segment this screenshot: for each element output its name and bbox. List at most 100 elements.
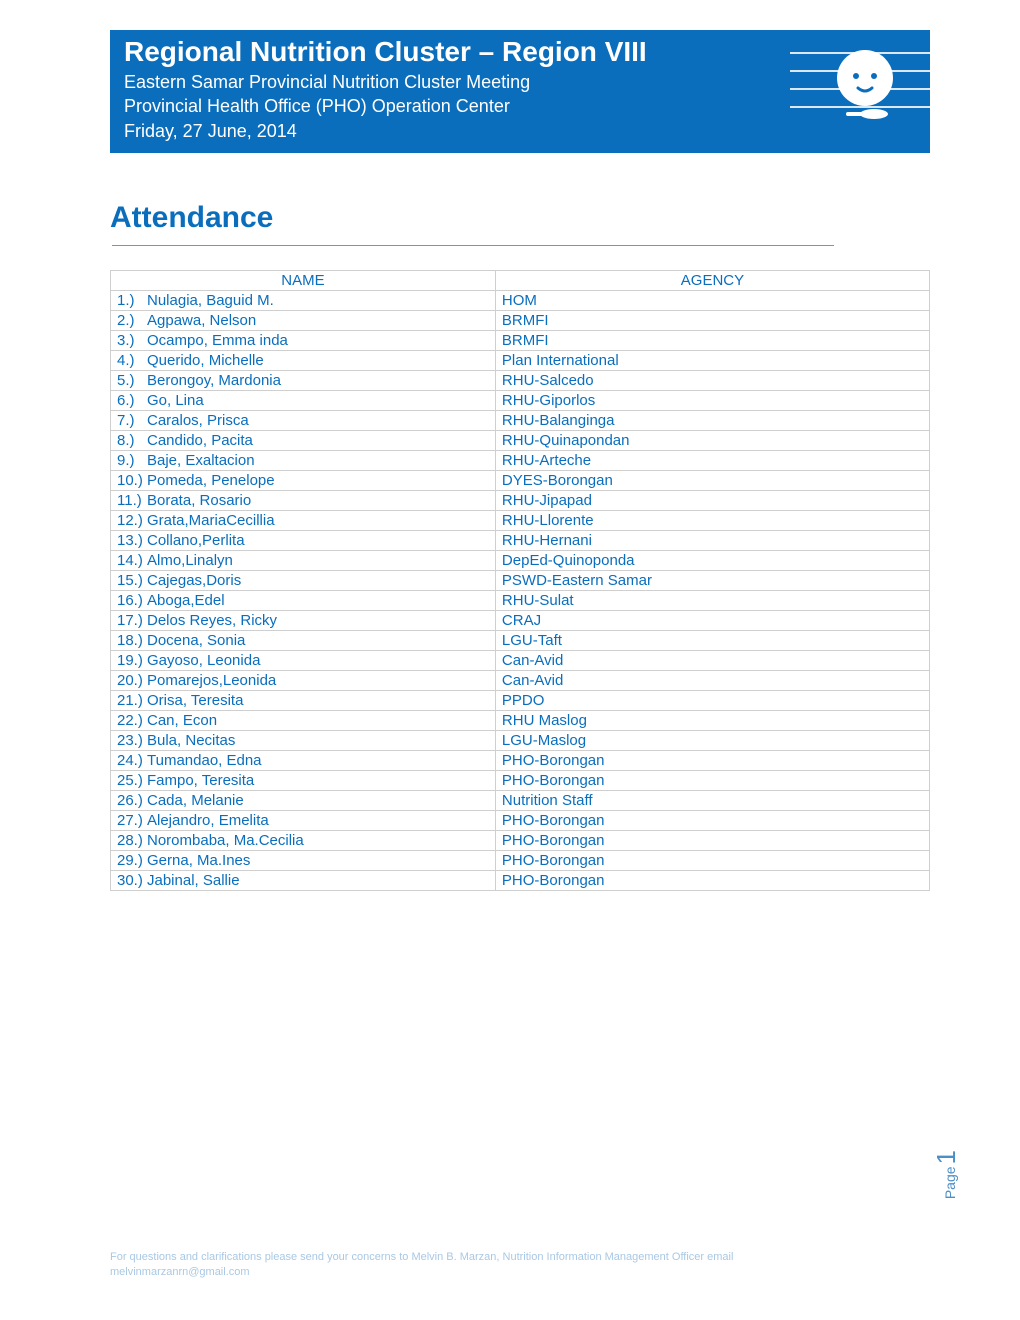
attendee-agency: PHO-Borongan (495, 810, 929, 830)
attendee-agency: RHU-Hernani (495, 530, 929, 550)
attendee-agency: Plan International (495, 350, 929, 370)
table-row: 22.) Can, EconRHU Maslog (111, 710, 930, 730)
attendee-name: 8.) Candido, Pacita (111, 430, 496, 450)
attendee-agency: RHU-Giporlos (495, 390, 929, 410)
attendance-table: NAME AGENCY 1.) Nulagia, Baguid M.HOM2.)… (110, 270, 930, 891)
table-row: 23.) Bula, NecitasLGU-Maslog (111, 730, 930, 750)
section-divider (110, 245, 930, 246)
table-row: 18.) Docena, SoniaLGU-Taft (111, 630, 930, 650)
table-row: 5.) Berongoy, MardoniaRHU-Salcedo (111, 370, 930, 390)
attendee-name: 2.) Agpawa, Nelson (111, 310, 496, 330)
attendee-name: 11.) Borata, Rosario (111, 490, 496, 510)
col-header-name: NAME (111, 270, 496, 290)
table-row: 6.) Go, LinaRHU-Giporlos (111, 390, 930, 410)
table-row: 17.) Delos Reyes, RickyCRAJ (111, 610, 930, 630)
attendee-name: 17.) Delos Reyes, Ricky (111, 610, 496, 630)
attendee-agency: PHO-Borongan (495, 770, 929, 790)
attendee-name: 30.) Jabinal, Sallie (111, 870, 496, 890)
attendee-agency: Nutrition Staff (495, 790, 929, 810)
table-row: 30.) Jabinal, SalliePHO-Borongan (111, 870, 930, 890)
table-row: 16.) Aboga,EdelRHU-Sulat (111, 590, 930, 610)
attendee-name: 15.) Cajegas,Doris (111, 570, 496, 590)
page-value: 1 (931, 1150, 961, 1164)
attendee-name: 6.) Go, Lina (111, 390, 496, 410)
table-row: 15.) Cajegas,DorisPSWD-Eastern Samar (111, 570, 930, 590)
attendee-agency: PSWD-Eastern Samar (495, 570, 929, 590)
attendee-name: 5.) Berongoy, Mardonia (111, 370, 496, 390)
attendee-name: 18.) Docena, Sonia (111, 630, 496, 650)
attendee-agency: Can-Avid (495, 650, 929, 670)
attendee-name: 14.) Almo,Linalyn (111, 550, 496, 570)
attendee-agency: RHU Maslog (495, 710, 929, 730)
table-row: 25.) Fampo, TeresitaPHO-Borongan (111, 770, 930, 790)
table-row: 2.) Agpawa, NelsonBRMFI (111, 310, 930, 330)
attendee-name: 1.) Nulagia, Baguid M. (111, 290, 496, 310)
attendee-name: 13.) Collano,Perlita (111, 530, 496, 550)
header-date: Friday, 27 June, 2014 (124, 119, 916, 143)
attendee-name: 19.) Gayoso, Leonida (111, 650, 496, 670)
table-row: 1.) Nulagia, Baguid M.HOM (111, 290, 930, 310)
attendee-name: 26.) Cada, Melanie (111, 790, 496, 810)
table-row: 10.) Pomeda, PenelopeDYES-Borongan (111, 470, 930, 490)
table-row: 9.) Baje, ExaltacionRHU-Arteche (111, 450, 930, 470)
attendee-agency: LGU-Taft (495, 630, 929, 650)
attendee-name: 10.) Pomeda, Penelope (111, 470, 496, 490)
attendee-name: 16.) Aboga,Edel (111, 590, 496, 610)
attendee-agency: Can-Avid (495, 670, 929, 690)
table-row: 26.) Cada, MelanieNutrition Staff (111, 790, 930, 810)
table-row: 21.) Orisa, TeresitaPPDO (111, 690, 930, 710)
attendee-agency: LGU-Maslog (495, 730, 929, 750)
table-row: 8.) Candido, PacitaRHU-Quinapondan (111, 430, 930, 450)
attendee-agency: PHO-Borongan (495, 750, 929, 770)
attendee-agency: RHU-Balanginga (495, 410, 929, 430)
attendee-agency: RHU-Sulat (495, 590, 929, 610)
attendee-name: 12.) Grata,MariaCecillia (111, 510, 496, 530)
attendee-agency: PHO-Borongan (495, 850, 929, 870)
table-row: 27.) Alejandro, EmelitaPHO-Borongan (111, 810, 930, 830)
table-row: 24.) Tumandao, EdnaPHO-Borongan (111, 750, 930, 770)
attendee-agency: DYES-Borongan (495, 470, 929, 490)
page-number: Page 1 (931, 1150, 962, 1199)
table-row: 29.) Gerna, Ma.InesPHO-Borongan (111, 850, 930, 870)
table-row: 20.) Pomarejos,LeonidaCan-Avid (111, 670, 930, 690)
attendee-agency: DepEd-Quinoponda (495, 550, 929, 570)
attendee-agency: PPDO (495, 690, 929, 710)
attendee-name: 20.) Pomarejos,Leonida (111, 670, 496, 690)
attendee-agency: CRAJ (495, 610, 929, 630)
section-heading-attendance: Attendance (110, 201, 930, 235)
attendee-name: 7.) Caralos, Prisca (111, 410, 496, 430)
attendee-name: 27.) Alejandro, Emelita (111, 810, 496, 830)
page-label: Page (942, 1166, 958, 1199)
attendee-name: 4.) Querido, Michelle (111, 350, 496, 370)
header-banner: Regional Nutrition Cluster – Region VIII… (110, 30, 930, 153)
attendee-agency: PHO-Borongan (495, 830, 929, 850)
attendee-agency: RHU-Jipapad (495, 490, 929, 510)
attendee-name: 28.) Norombaba, Ma.Cecilia (111, 830, 496, 850)
attendee-name: 3.) Ocampo, Emma inda (111, 330, 496, 350)
table-row: 11.) Borata, RosarioRHU-Jipapad (111, 490, 930, 510)
nutrition-baby-icon (824, 44, 906, 126)
attendee-agency: RHU-Salcedo (495, 370, 929, 390)
attendee-agency: BRMFI (495, 310, 929, 330)
table-row: 12.) Grata,MariaCecilliaRHU-Llorente (111, 510, 930, 530)
attendee-name: 9.) Baje, Exaltacion (111, 450, 496, 470)
attendee-name: 22.) Can, Econ (111, 710, 496, 730)
attendee-name: 21.) Orisa, Teresita (111, 690, 496, 710)
table-row: 13.) Collano,PerlitaRHU-Hernani (111, 530, 930, 550)
table-row: 28.) Norombaba, Ma.CeciliaPHO-Borongan (111, 830, 930, 850)
footer-note: For questions and clarifications please … (110, 1250, 870, 1280)
attendee-name: 25.) Fampo, Teresita (111, 770, 496, 790)
attendee-name: 24.) Tumandao, Edna (111, 750, 496, 770)
attendee-agency: RHU-Quinapondan (495, 430, 929, 450)
col-header-agency: AGENCY (495, 270, 929, 290)
attendee-agency: HOM (495, 290, 929, 310)
table-row: 14.) Almo,LinalynDepEd-Quinoponda (111, 550, 930, 570)
attendee-agency: RHU-Arteche (495, 450, 929, 470)
attendee-name: 23.) Bula, Necitas (111, 730, 496, 750)
attendee-agency: BRMFI (495, 330, 929, 350)
attendee-name: 29.) Gerna, Ma.Ines (111, 850, 496, 870)
table-row: 4.) Querido, MichellePlan International (111, 350, 930, 370)
table-row: 3.) Ocampo, Emma indaBRMFI (111, 330, 930, 350)
table-row: 7.) Caralos, PriscaRHU-Balanginga (111, 410, 930, 430)
attendee-agency: PHO-Borongan (495, 870, 929, 890)
